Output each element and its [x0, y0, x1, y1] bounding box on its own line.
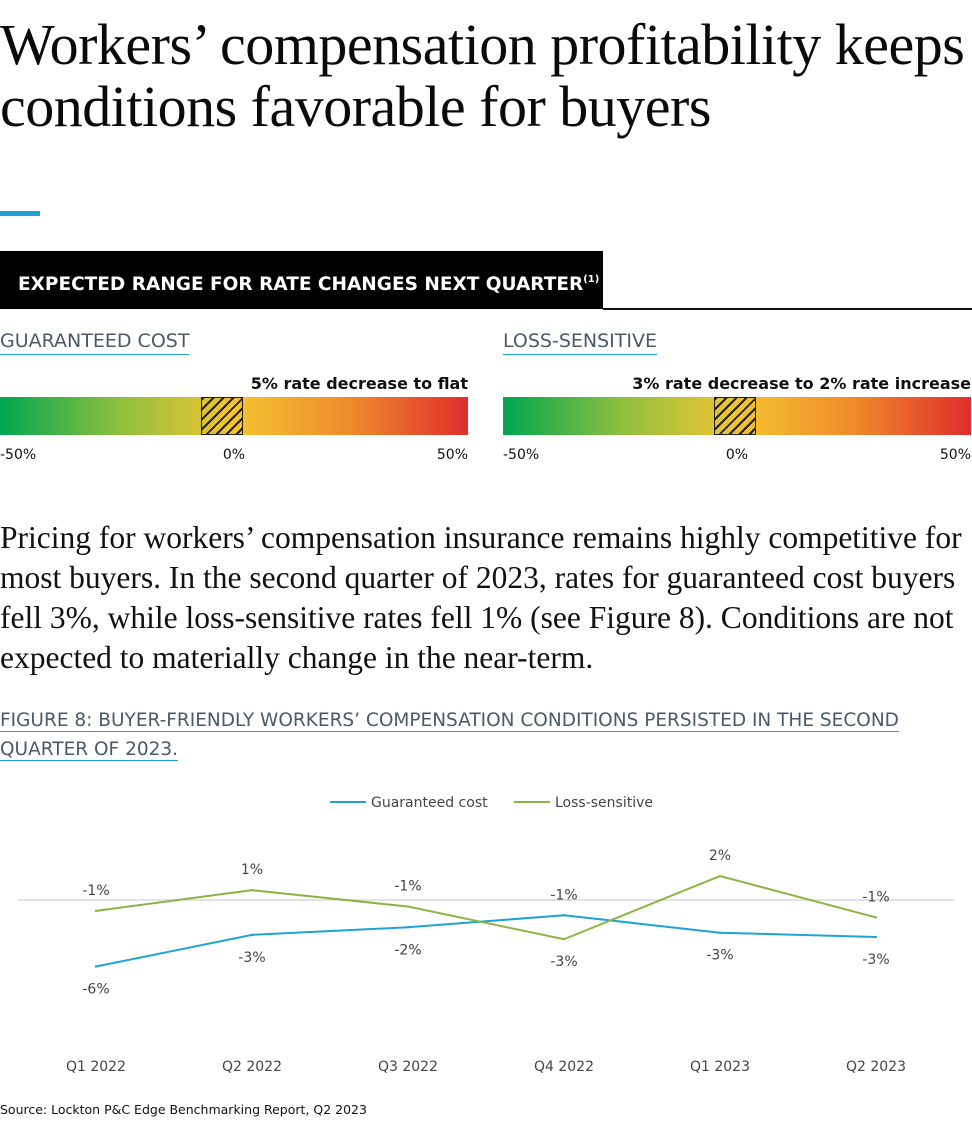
data-point	[406, 905, 410, 908]
data-label: -3%	[238, 950, 265, 966]
scale-title: LOSS-SENSITIVE	[503, 330, 657, 355]
data-point	[874, 916, 878, 919]
range-header-footnote: (1)	[583, 274, 600, 285]
rate-gradient-bar	[0, 397, 468, 435]
expected-range-marker	[713, 397, 756, 435]
data-label: -1%	[550, 887, 577, 903]
x-tick-label: Q3 2022	[378, 1059, 438, 1075]
x-tick-label: Q1 2023	[690, 1059, 750, 1075]
data-point	[718, 874, 722, 878]
scale-range-text: 3% rate decrease to 2% rate increase	[632, 374, 971, 393]
figure-title: FIGURE 8: BUYER-FRIENDLY WORKERS’ COMPEN…	[0, 706, 940, 764]
body-paragraph: Pricing for workers’ compensation insura…	[0, 520, 962, 675]
series-line	[95, 914, 877, 968]
data-label: -3%	[706, 948, 733, 964]
data-point	[562, 938, 566, 941]
legend-label: Loss-sensitive	[555, 795, 653, 811]
x-tick-label: Q2 2023	[846, 1059, 906, 1075]
data-point	[250, 888, 254, 892]
legend-label: Guaranteed cost	[371, 795, 488, 811]
data-label: -1%	[394, 879, 421, 895]
scale-min-label: -50%	[503, 447, 540, 463]
scale-max-label: 50%	[939, 447, 971, 463]
rate-change-line-chart: Guaranteed cost Loss-sensitive -6% -3% -2% -1…	[18, 795, 954, 1075]
data-label: -3%	[550, 954, 577, 970]
x-tick-label: Q2 2022	[222, 1059, 282, 1075]
data-label: -1%	[862, 889, 889, 905]
scale-max-label: 50%	[436, 447, 468, 463]
data-label: -1%	[82, 883, 109, 899]
scale-zero-label: 0%	[725, 447, 749, 463]
data-point	[874, 935, 878, 939]
data-point	[250, 933, 254, 937]
series-line	[95, 874, 877, 941]
data-label: -3%	[862, 952, 889, 968]
data-label: 1%	[241, 862, 263, 878]
page-headline: Workers’ compensation profitability keep…	[0, 12, 965, 139]
rate-gradient-bar	[503, 397, 971, 435]
data-point	[718, 931, 722, 934]
expected-range-marker	[201, 397, 244, 435]
x-tick-label: Q1 2022	[66, 1059, 126, 1075]
scale-zero-label: 0%	[222, 447, 246, 463]
range-header-text: EXPECTED RANGE FOR RATE CHANGES NEXT QUA…	[18, 274, 584, 295]
range-header-rule	[603, 308, 972, 310]
accent-bar	[0, 211, 40, 216]
data-point	[406, 926, 410, 929]
data-point	[562, 914, 566, 917]
source-note: Source: Lockton P&C Edge Benchmarking Re…	[0, 1102, 367, 1117]
scale-range-text: 5% rate decrease to flat	[250, 374, 468, 393]
data-point	[94, 965, 98, 968]
data-point	[94, 909, 98, 913]
scale-title: GUARANTEED COST	[0, 330, 190, 355]
figure-title-text: FIGURE 8: BUYER-FRIENDLY WORKERS’ COMPEN…	[0, 710, 899, 761]
data-label: -2%	[394, 942, 421, 958]
data-label: 2%	[709, 848, 731, 864]
data-label: -6%	[82, 981, 109, 997]
range-section-header: EXPECTED RANGE FOR RATE CHANGES NEXT QUA…	[0, 251, 603, 309]
x-tick-label: Q4 2022	[534, 1059, 594, 1075]
scale-min-label: -50%	[0, 447, 37, 463]
